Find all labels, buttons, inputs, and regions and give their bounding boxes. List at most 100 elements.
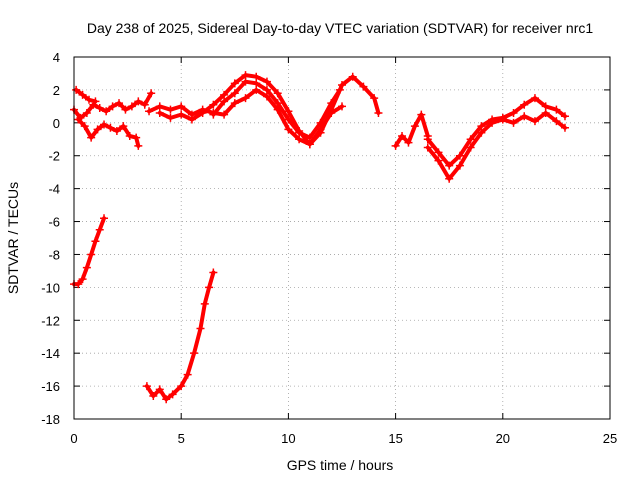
data-point (552, 117, 561, 126)
data-point (78, 275, 87, 284)
series-sat-h (209, 77, 344, 142)
data-point (335, 85, 344, 94)
data-point (391, 141, 400, 150)
data-point (466, 143, 475, 152)
data-point (112, 127, 121, 136)
data-point (142, 382, 151, 391)
y-tick-label: 2 (53, 83, 60, 98)
data-point (445, 174, 454, 183)
data-point (209, 110, 218, 119)
data-point (119, 122, 128, 131)
data-point (220, 97, 229, 106)
data-point (87, 250, 96, 259)
data-point (72, 85, 81, 94)
x-tick-label: 20 (496, 431, 510, 446)
x-tick-label: 15 (388, 431, 402, 446)
data-point (102, 107, 111, 116)
data-point (147, 89, 156, 98)
data-point (121, 105, 130, 114)
data-point (155, 385, 164, 394)
y-tick-label: -18 (41, 412, 60, 427)
x-tick-label: 5 (178, 431, 185, 446)
data-point (241, 77, 250, 86)
y-tick-label: -4 (48, 182, 60, 197)
data-point (82, 263, 91, 272)
data-point (284, 125, 293, 134)
data-point (209, 100, 218, 109)
series-sat-k (423, 94, 569, 170)
y-tick-label: -16 (41, 379, 60, 394)
data-point (166, 113, 175, 122)
data-point (530, 94, 539, 103)
data-point (477, 122, 486, 131)
data-point (80, 122, 89, 131)
data-point (106, 123, 115, 132)
data-point (284, 107, 293, 116)
data-point (423, 135, 432, 144)
data-point (530, 117, 539, 126)
y-tick-label: 4 (53, 50, 60, 65)
y-tick-label: -10 (41, 280, 60, 295)
data-point (338, 80, 346, 89)
series-line (157, 73, 381, 147)
data-point (370, 94, 379, 103)
data-point (230, 79, 239, 88)
data-point (273, 99, 282, 108)
data-point (552, 105, 561, 114)
y-axis-label: SDTVAR / TECUs (5, 182, 21, 294)
data-point (220, 110, 229, 119)
y-tick-label: -14 (41, 346, 60, 361)
data-point (230, 89, 239, 98)
series-sat-b (74, 115, 143, 150)
data-point (132, 133, 141, 142)
data-point (85, 95, 94, 104)
series-line (74, 87, 98, 104)
data-point (91, 97, 100, 106)
data-point (145, 107, 154, 116)
data-point (410, 122, 419, 131)
series-layer (70, 71, 569, 404)
data-point (183, 370, 192, 379)
data-point (509, 118, 518, 127)
series-line (425, 110, 567, 181)
data-point (241, 94, 250, 103)
data-point (91, 237, 100, 246)
data-point (252, 79, 261, 88)
data-point (327, 99, 336, 108)
data-point (149, 391, 158, 400)
data-point (434, 148, 443, 157)
data-point (177, 102, 186, 111)
data-point (134, 141, 143, 150)
data-point (295, 128, 304, 137)
data-point (455, 161, 464, 170)
data-point (200, 299, 209, 308)
data-point (434, 156, 443, 165)
series-sat-e (142, 268, 218, 404)
data-point (262, 77, 271, 86)
data-point (115, 99, 124, 108)
data-point (488, 115, 497, 124)
data-point (95, 104, 104, 113)
data-point (230, 99, 239, 108)
y-tick-label: 0 (53, 116, 60, 131)
data-point (316, 128, 325, 137)
data-point (87, 133, 96, 142)
data-point (541, 102, 550, 111)
data-point (177, 110, 186, 119)
data-point (262, 85, 271, 94)
data-point (316, 118, 325, 127)
data-point (100, 214, 109, 223)
data-point (82, 108, 91, 117)
data-point (78, 90, 87, 99)
data-point (348, 72, 357, 81)
series-sat-a (70, 89, 156, 122)
data-point (498, 113, 507, 122)
data-point (93, 125, 102, 134)
data-point (284, 115, 293, 124)
y-tick-label: -6 (48, 215, 60, 230)
series-sat-c (72, 85, 100, 106)
data-point (520, 112, 529, 121)
data-point (155, 108, 164, 117)
y-tick-label: -8 (48, 247, 60, 262)
